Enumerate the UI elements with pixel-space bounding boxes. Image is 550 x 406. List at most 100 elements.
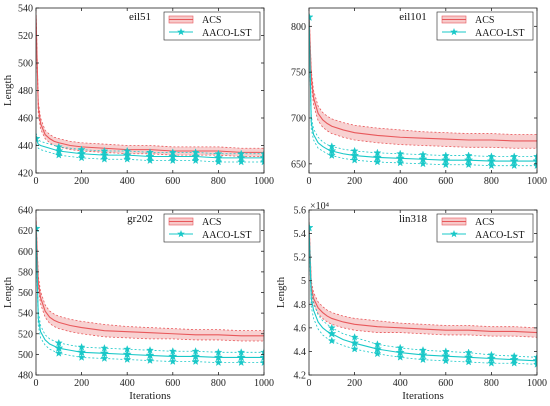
panel-eil51: 0 200 400 600 800 1000 420 440 460 480 500 520 540 Le…: [2, 4, 274, 188]
y-axis-label: Length: [275, 276, 287, 308]
legend-aaco-star: [450, 230, 458, 238]
legend: ACS AACO-LST: [436, 11, 534, 41]
legend-acs-label: ACS: [202, 15, 221, 26]
acs-upper-line: [309, 9, 537, 135]
acs-lower-line: [36, 223, 264, 342]
panel-title: eil101: [399, 11, 427, 23]
aaco-star-marker: [327, 328, 337, 338]
y-tick-label: 480: [18, 371, 33, 382]
aaco-star-marker: [145, 151, 155, 161]
aaco-star-marker: [214, 157, 223, 166]
x-axis-label: Iterations: [402, 390, 444, 402]
aaco-star-marker: [441, 351, 451, 361]
aaco-star-marker: [122, 349, 132, 359]
aaco-star-marker: [350, 344, 359, 353]
aaco-star-marker: [533, 152, 537, 160]
aaco-star-marker: [146, 356, 154, 364]
y-tick-label: 540: [18, 309, 33, 320]
aaco-star-marker: [418, 350, 428, 359]
legend-acs-label: ACS: [475, 217, 494, 228]
aaco-star-marker: [191, 156, 200, 165]
y-tick-label: 500: [18, 59, 33, 70]
aaco-star-marker: [532, 156, 537, 165]
panel-title: gr202: [127, 213, 153, 225]
x-tick-label: 1000: [254, 378, 274, 389]
x-axis-label: Iterations: [129, 390, 171, 402]
y-tick-label: 480: [18, 86, 33, 97]
plot-area: [36, 10, 264, 166]
panel-lin318: 0 200 400 600 800 1000 4.2 4.4 4.6 4.8 5 5.2 5.4 5.6 ×…: [275, 201, 547, 402]
acs-upper-line: [36, 10, 264, 149]
y-tick-label: 4.8: [294, 300, 307, 311]
aaco-star-marker: [54, 146, 64, 155]
acs-upper-line: [309, 218, 537, 329]
y-tick-label: 460: [18, 114, 33, 125]
plot-area: [309, 9, 537, 170]
aaco-star-marker: [168, 357, 177, 365]
aaco-star-marker: [237, 157, 246, 166]
aaco-star-marker: [36, 223, 41, 233]
aaco-star-marker: [309, 222, 314, 232]
legend: ACS AACO-LST: [163, 213, 261, 243]
axes-box: [308, 7, 538, 174]
y-tick-label: 4.6: [294, 323, 307, 334]
acs-upper-line: [36, 217, 264, 332]
aaco-star-marker: [372, 152, 382, 162]
legend-aaco-label: AACO-LST: [202, 230, 251, 241]
aaco-star-marker: [54, 150, 63, 159]
y-tick-label: 620: [18, 226, 33, 237]
x-tick-label: 1000: [527, 176, 547, 187]
aaco-star-marker: [510, 359, 519, 367]
x-tick-label: 400: [393, 176, 408, 187]
x-tick-label: 200: [347, 176, 362, 187]
aaco-star-marker: [77, 153, 86, 162]
legend-aaco-label: AACO-LST: [202, 28, 251, 39]
acs-mean-line: [309, 12, 537, 142]
x-tick-label: 400: [120, 378, 135, 389]
x-tick-label: 0: [307, 176, 312, 187]
x-tick-label: 1000: [254, 176, 274, 187]
aaco-star-marker: [168, 151, 178, 161]
aaco-star-marker: [395, 347, 405, 357]
aaco-star-marker: [464, 352, 474, 362]
legend-aaco-star: [450, 28, 458, 36]
y-tick-label: 5.6: [294, 206, 307, 217]
x-tick-label: 0: [34, 378, 39, 389]
legend: ACS AACO-LST: [436, 213, 534, 243]
aaco-star-marker: [509, 354, 519, 364]
y-axis-label: Length: [2, 276, 14, 308]
aaco-star-marker: [418, 154, 428, 164]
aaco-star-marker: [309, 12, 314, 22]
x-tick-label: 800: [211, 176, 226, 187]
aaco-star-marker: [259, 153, 264, 162]
x-tick-label: 800: [484, 176, 499, 187]
acs-lower-line: [309, 15, 537, 149]
aaco-star-marker: [236, 153, 246, 162]
aaco-star-marker: [54, 343, 64, 353]
aaco-star-marker: [396, 353, 405, 361]
aaco-star-marker: [260, 149, 264, 158]
legend-aaco-star: [177, 230, 185, 238]
aaco-star-marker: [99, 150, 109, 159]
y-tick-label: 750: [291, 68, 306, 79]
aaco-star-marker: [213, 153, 223, 162]
legend-acs-label: ACS: [475, 15, 494, 26]
aaco-star-marker: [36, 133, 41, 143]
x-tick-label: 600: [438, 176, 453, 187]
aaco-star-marker: [99, 348, 109, 358]
aaco-star-marker: [419, 355, 427, 364]
aaco-upper-line: [36, 224, 264, 353]
aaco-star-marker: [395, 153, 405, 163]
y-tick-label: 650: [291, 159, 306, 170]
x-tick-label: 400: [393, 378, 408, 389]
y-tick-label: 440: [18, 141, 33, 152]
acs-band: [36, 10, 264, 157]
x-tick-label: 200: [347, 378, 362, 389]
aaco-star-marker: [213, 352, 223, 362]
aaco-star-marker: [350, 150, 360, 160]
x-tick-label: 200: [74, 176, 89, 187]
x-tick-label: 800: [211, 378, 226, 389]
aaco-star-marker: [123, 355, 132, 363]
aaco-star-marker: [441, 356, 450, 365]
